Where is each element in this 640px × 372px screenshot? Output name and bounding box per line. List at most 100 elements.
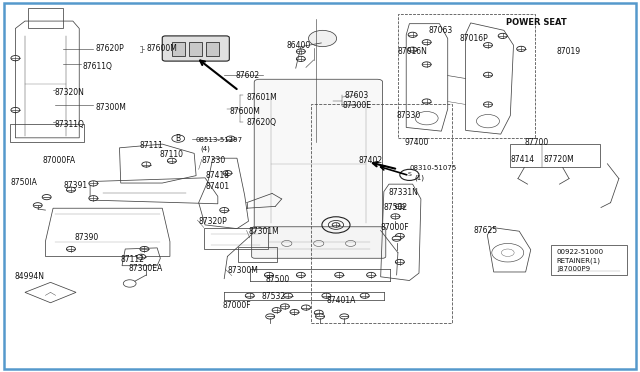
Text: 87300M: 87300M — [95, 103, 126, 112]
Text: RETAINER(1): RETAINER(1) — [556, 258, 600, 264]
Circle shape — [220, 208, 228, 213]
Bar — [206, 42, 219, 55]
Circle shape — [314, 310, 323, 315]
Circle shape — [316, 314, 324, 319]
Text: 87063: 87063 — [429, 26, 453, 35]
Circle shape — [308, 31, 337, 46]
Text: 86400: 86400 — [287, 41, 311, 51]
Circle shape — [280, 304, 289, 309]
Text: 08513-51297: 08513-51297 — [195, 137, 243, 143]
Text: 87016N: 87016N — [398, 47, 428, 56]
Circle shape — [11, 55, 20, 61]
Bar — [551, 245, 627, 275]
Text: 87330: 87330 — [202, 155, 226, 164]
Text: 84994N: 84994N — [15, 272, 45, 281]
Text: 87111: 87111 — [140, 141, 164, 150]
Text: S: S — [408, 172, 412, 177]
Text: 87603: 87603 — [344, 91, 369, 100]
Text: B: B — [175, 134, 180, 143]
Text: 87300E: 87300E — [342, 101, 371, 110]
Circle shape — [245, 293, 254, 298]
Circle shape — [335, 272, 344, 278]
Text: 87019: 87019 — [556, 47, 580, 56]
Circle shape — [89, 196, 98, 201]
Circle shape — [137, 254, 146, 259]
Circle shape — [422, 62, 431, 67]
Text: 87320N: 87320N — [55, 88, 85, 97]
Text: 87602: 87602 — [236, 71, 260, 80]
Circle shape — [483, 42, 492, 48]
Text: 87330: 87330 — [397, 111, 421, 120]
Text: 87700: 87700 — [524, 138, 548, 147]
Circle shape — [223, 170, 232, 176]
Circle shape — [168, 158, 176, 163]
Circle shape — [322, 293, 331, 298]
Text: 87300M: 87300M — [227, 266, 259, 275]
Text: 00922-51000: 00922-51000 — [556, 249, 604, 255]
Text: 87320P: 87320P — [198, 217, 227, 226]
Circle shape — [396, 234, 404, 238]
Circle shape — [67, 246, 76, 251]
Circle shape — [142, 162, 151, 167]
Text: 87532: 87532 — [261, 292, 285, 301]
Circle shape — [391, 214, 400, 219]
Text: 87016P: 87016P — [460, 34, 488, 43]
Text: (1): (1) — [415, 174, 424, 181]
Circle shape — [284, 293, 292, 298]
Circle shape — [264, 272, 273, 278]
Text: 87620Q: 87620Q — [246, 119, 276, 128]
Text: 87390: 87390 — [74, 232, 99, 242]
Circle shape — [392, 236, 401, 241]
Bar — [510, 144, 600, 167]
Text: 87331N: 87331N — [389, 188, 419, 197]
Text: 8750IA: 8750IA — [10, 178, 37, 187]
Text: 87720M: 87720M — [543, 155, 574, 164]
Text: 87401: 87401 — [205, 182, 229, 190]
Bar — [311, 105, 452, 323]
Text: J87000P9: J87000P9 — [557, 266, 591, 272]
Text: (4): (4) — [200, 146, 210, 152]
Bar — [204, 228, 268, 249]
Text: 87000FA: 87000FA — [42, 156, 76, 165]
Text: 87620P: 87620P — [95, 44, 124, 53]
Circle shape — [408, 47, 417, 52]
Circle shape — [33, 203, 42, 208]
Text: 87391: 87391 — [63, 181, 88, 190]
Text: 87300EA: 87300EA — [129, 264, 163, 273]
Circle shape — [367, 272, 376, 278]
Text: 87625: 87625 — [473, 226, 497, 235]
Circle shape — [11, 108, 20, 113]
Circle shape — [140, 246, 149, 251]
Circle shape — [42, 195, 51, 200]
Text: 87311Q: 87311Q — [55, 121, 85, 129]
Text: POWER SEAT: POWER SEAT — [506, 18, 567, 27]
Circle shape — [483, 72, 492, 77]
FancyBboxPatch shape — [163, 36, 229, 61]
Text: 87414: 87414 — [510, 155, 534, 164]
Circle shape — [272, 308, 281, 313]
Text: 87500: 87500 — [266, 275, 290, 284]
Text: 87112: 87112 — [121, 255, 145, 264]
Circle shape — [332, 223, 340, 227]
Text: 87600M: 87600M — [147, 44, 177, 53]
Text: 87402: 87402 — [358, 155, 383, 164]
Circle shape — [290, 310, 299, 315]
Circle shape — [296, 56, 305, 61]
Circle shape — [266, 314, 275, 319]
Circle shape — [396, 259, 404, 264]
Text: 87611Q: 87611Q — [83, 62, 112, 71]
Text: 87502: 87502 — [384, 203, 408, 212]
Text: 87601M: 87601M — [246, 93, 277, 102]
Circle shape — [516, 46, 525, 51]
Text: 97400: 97400 — [404, 138, 429, 147]
Text: 08310-51075: 08310-51075 — [410, 165, 457, 171]
Circle shape — [89, 181, 98, 186]
Circle shape — [296, 272, 305, 278]
Bar — [398, 14, 535, 138]
Circle shape — [408, 32, 417, 37]
Circle shape — [422, 99, 431, 104]
Circle shape — [498, 33, 507, 38]
Circle shape — [67, 187, 76, 192]
Text: 87418: 87418 — [205, 171, 229, 180]
Text: 87110: 87110 — [159, 150, 183, 159]
